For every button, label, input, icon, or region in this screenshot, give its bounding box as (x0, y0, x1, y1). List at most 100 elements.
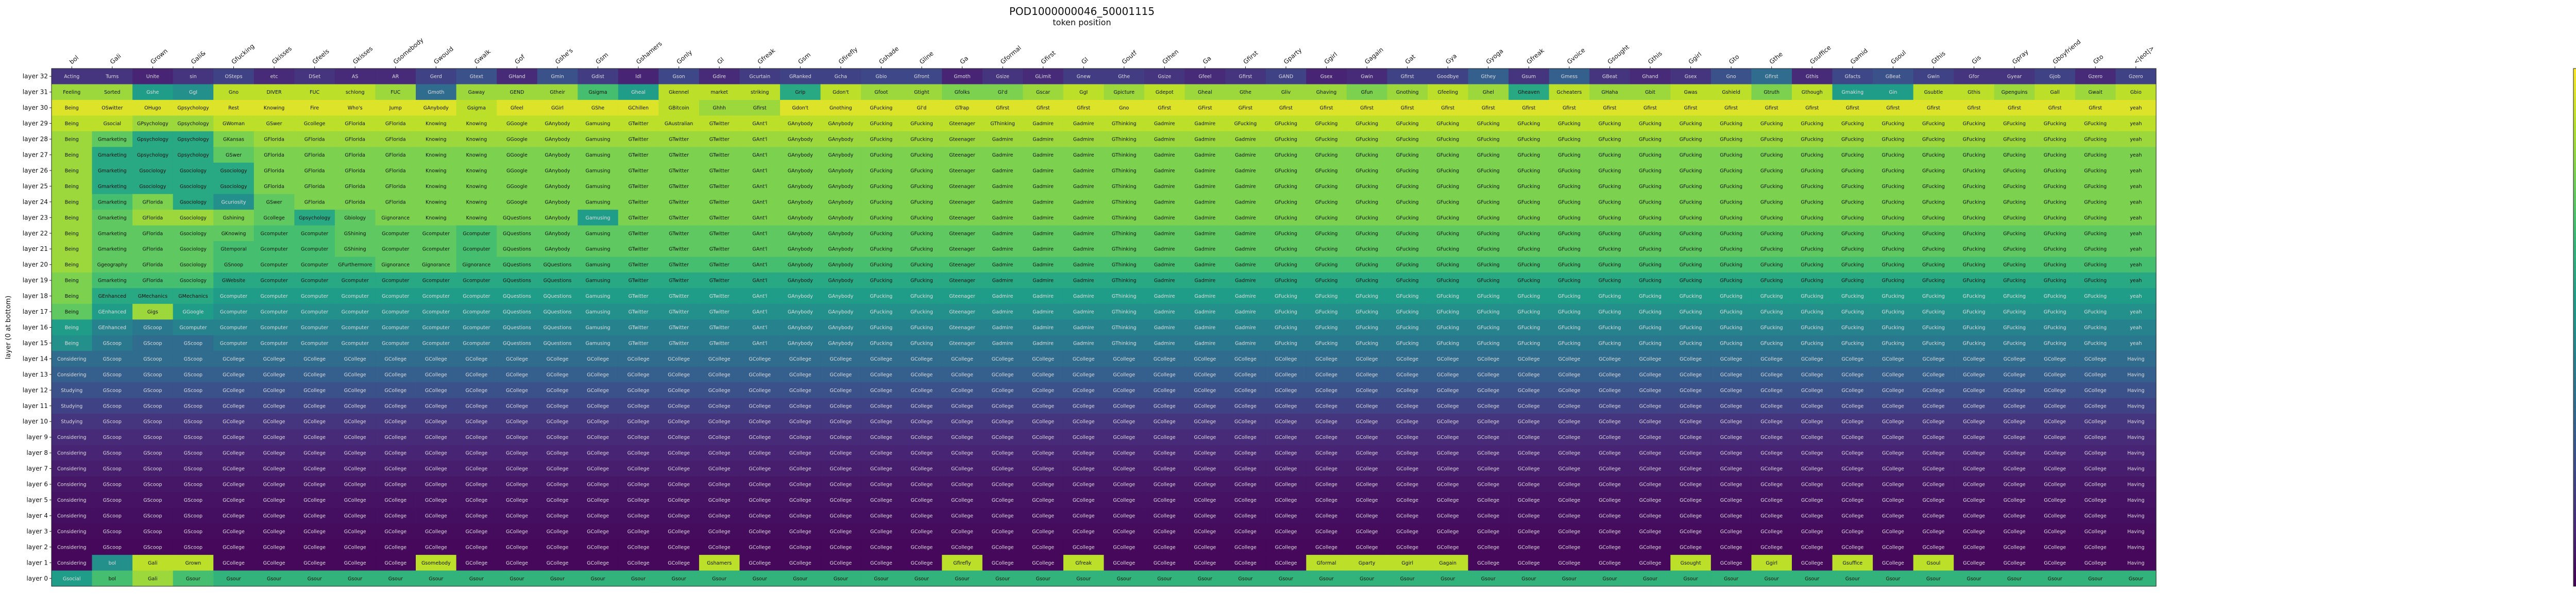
cell-label: Gsour (2129, 576, 2143, 582)
cell-label: Gsour (1602, 576, 1617, 582)
cell-label: GFucking (910, 199, 933, 205)
cell-label: GFucking (2044, 247, 2066, 252)
cell-label: GFucking (1275, 294, 1297, 299)
cell-label: GFucking (1720, 184, 1742, 190)
cell-label: GTwitter (709, 199, 730, 205)
cell-label: GCollege (628, 529, 650, 535)
cell-label: Gsour (995, 576, 1010, 582)
heatmap-cell (253, 115, 295, 132)
cell-label: Gadmire (992, 215, 1013, 221)
cell-label: GFlorida (143, 262, 163, 268)
heatmap-cell (739, 194, 781, 210)
heatmap-cell (2035, 225, 2076, 242)
cell-label: Gamusing (585, 199, 610, 205)
cell-label: GCollege (344, 451, 366, 456)
cell-label: Gcomputer (301, 341, 328, 346)
cell-label: Gfun (1361, 90, 1373, 95)
cell-label: GAnybody (828, 184, 853, 190)
heatmap-cell (820, 241, 861, 257)
cell-label: schlong (346, 90, 365, 95)
heatmap-cell (1791, 115, 1833, 132)
cell-label: yeah (2130, 199, 2142, 205)
cell-label: Having (2127, 451, 2144, 456)
cell-label: GCollege (1275, 435, 1297, 440)
cell-label: GCollege (1194, 435, 1216, 440)
heatmap-cell (1791, 241, 1833, 257)
cell-label: GCollege (1194, 498, 1216, 503)
cell-label: GScoop (184, 498, 202, 503)
cell-label: GCollege (829, 545, 852, 550)
cell-label: GCollege (1801, 388, 1823, 394)
cell-label: Gshield (1722, 90, 1740, 95)
cell-label: GFlorida (345, 199, 365, 205)
cell-label: GFucking (1275, 152, 1297, 158)
cell-label: GCollege (1599, 419, 1621, 425)
x-tick-label: Gthis (1647, 50, 1664, 66)
cell-label: Knowing (466, 215, 487, 221)
cell-label: Gcomputer (463, 310, 490, 315)
cell-label: GCollege (708, 545, 731, 550)
cell-label: GCollege (1356, 435, 1378, 440)
cell-label: GFucking (2003, 152, 2026, 158)
heatmap-cell (1630, 99, 1671, 116)
cell-label: GCollege (223, 482, 245, 488)
cell-label: GGoogle (506, 152, 528, 158)
cell-label: GFucking (1841, 341, 1864, 346)
heatmap-cell (213, 147, 255, 163)
x-tick-label: bol (68, 54, 80, 65)
cell-label: GCollege (425, 451, 447, 456)
heatmap-cell (1063, 84, 1104, 100)
cell-label: GCollege (628, 466, 650, 472)
cell-label: GCollege (1356, 529, 1378, 535)
cell-label: GAnybody (788, 121, 813, 127)
cell-label: GQuestions (544, 325, 572, 331)
cell-label: yeah (2130, 121, 2142, 127)
heatmap-cell (294, 225, 335, 242)
cell-label: GFucking (1841, 199, 1864, 205)
cell-label: GFucking (1355, 168, 1378, 174)
cell-label: Being (65, 168, 79, 174)
heatmap-cell (578, 115, 619, 132)
cell-label: GCollege (2004, 498, 2026, 503)
heatmap-cell (1913, 194, 1954, 210)
cell-label: GAnybody (788, 262, 813, 268)
cell-label: GCollege (547, 513, 569, 519)
cell-label: GCollege (344, 560, 366, 566)
cell-label: etc (270, 74, 278, 80)
cell-label: GCollege (1923, 451, 1945, 456)
cell-label: Gadmire (1235, 215, 1256, 221)
cell-label: GCollege (870, 498, 892, 503)
cell-label: GCollege (587, 560, 609, 566)
cell-label: GCollege (1275, 560, 1297, 566)
heatmap-cell (52, 162, 92, 179)
cell-label: Fire (310, 106, 319, 111)
cell-label: GCollege (668, 466, 690, 472)
cell-label: GCollege (2004, 419, 2026, 425)
cell-label: Gcomputer (382, 294, 409, 299)
cell-label: GCollege (2004, 403, 2026, 409)
heatmap-cell (1427, 99, 1468, 116)
cell-label: GFucking (1963, 262, 1986, 268)
cell-label: GFucking (1760, 325, 1783, 331)
cell-label: GCollege (1518, 498, 1540, 503)
y-tick-label: layer 20 (23, 261, 48, 268)
cell-label: GFucking (1355, 231, 1378, 236)
heatmap-cell (1427, 147, 1468, 163)
heatmap-cell (1589, 241, 1631, 257)
cell-label: GCollege (1680, 435, 1702, 440)
cell-label: GCollege (1437, 545, 1459, 550)
cell-label: GCollege (992, 513, 1014, 519)
cell-label: Gsomebody (421, 560, 451, 566)
cell-label: GFucking (1760, 215, 1783, 221)
cell-label: GFucking (1882, 262, 1905, 268)
heatmap-cell (942, 210, 983, 226)
cell-label: yeah (2130, 278, 2142, 284)
cell-label: Having (2127, 482, 2144, 488)
cell-label: GCollege (587, 403, 609, 409)
cell-label: GAnybody (828, 199, 853, 205)
cell-label: GCollege (1113, 466, 1135, 472)
heatmap-cell (942, 225, 983, 242)
y-tick-label: layer 5 (26, 497, 48, 504)
cell-label: GShining (344, 231, 366, 236)
cell-label: GCollege (951, 482, 973, 488)
